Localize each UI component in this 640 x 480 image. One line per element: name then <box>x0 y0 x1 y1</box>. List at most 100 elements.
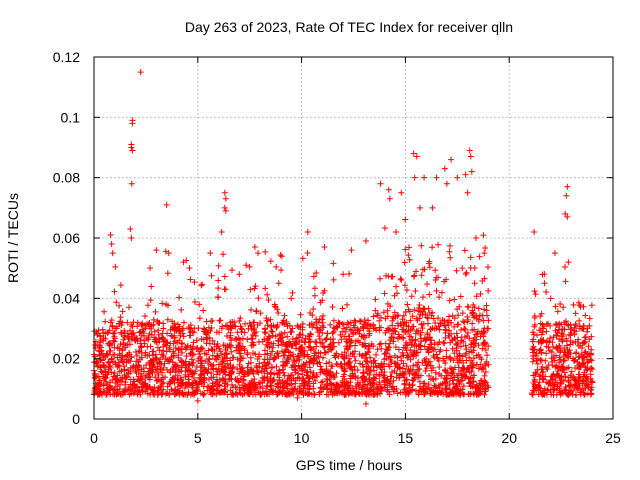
data-point <box>198 367 205 374</box>
data-point <box>530 346 537 353</box>
data-point <box>234 329 241 336</box>
data-point <box>471 326 478 333</box>
data-point <box>153 377 160 384</box>
data-point <box>107 231 114 238</box>
data-point <box>394 335 401 342</box>
data-point <box>543 321 550 328</box>
data-point <box>404 354 411 361</box>
data-point <box>221 273 228 280</box>
data-point <box>161 337 168 344</box>
data-point <box>350 329 357 336</box>
data-point <box>95 379 102 386</box>
data-point <box>224 323 231 330</box>
data-point <box>578 325 585 332</box>
data-point <box>382 315 389 322</box>
data-point <box>289 325 296 332</box>
data-point <box>358 386 365 393</box>
data-point <box>381 356 388 363</box>
data-point <box>582 363 589 370</box>
data-point <box>213 371 220 378</box>
data-point <box>189 379 196 386</box>
data-point <box>385 344 392 351</box>
data-point <box>377 363 384 370</box>
data-point <box>581 334 588 341</box>
data-point <box>374 346 381 353</box>
data-point <box>113 375 120 382</box>
data-point <box>454 174 461 181</box>
data-point <box>391 292 398 299</box>
data-point <box>114 354 121 361</box>
data-point <box>311 285 318 292</box>
data-point <box>215 262 222 269</box>
data-point <box>426 258 433 265</box>
data-point <box>262 330 269 337</box>
data-point <box>153 336 160 343</box>
data-point <box>462 342 469 349</box>
data-point <box>386 195 393 202</box>
data-point <box>467 344 474 351</box>
data-point <box>438 289 445 296</box>
data-point <box>417 372 424 379</box>
data-point <box>384 300 391 307</box>
data-point <box>264 343 271 350</box>
data-point <box>113 299 120 306</box>
data-point <box>572 321 579 328</box>
data-point <box>289 342 296 349</box>
data-point <box>563 335 570 342</box>
data-point <box>171 361 178 368</box>
data-point <box>426 334 433 341</box>
data-point <box>436 363 443 370</box>
data-point <box>471 265 478 272</box>
data-point <box>126 336 133 343</box>
data-point <box>245 388 252 395</box>
data-point <box>110 351 117 358</box>
data-point <box>463 369 470 376</box>
data-point <box>209 380 216 387</box>
y-tick-label: 0 <box>72 411 80 427</box>
data-point <box>185 389 192 396</box>
data-point <box>323 391 330 398</box>
data-point <box>108 341 115 348</box>
data-point <box>583 367 590 374</box>
data-point <box>257 380 264 387</box>
data-point <box>434 354 441 361</box>
data-point <box>215 277 222 284</box>
data-point <box>359 374 366 381</box>
grid-lines <box>94 57 613 419</box>
data-point <box>273 350 280 357</box>
data-point <box>584 390 591 397</box>
data-point <box>364 365 371 372</box>
data-point <box>157 367 164 374</box>
data-point <box>170 348 177 355</box>
data-point <box>322 336 329 343</box>
data-point <box>366 376 373 383</box>
data-point <box>101 353 108 360</box>
data-point <box>541 271 548 278</box>
data-point <box>402 309 409 316</box>
data-point <box>365 321 372 328</box>
data-point <box>339 321 346 328</box>
data-point <box>531 228 538 235</box>
data-point <box>235 341 242 348</box>
data-point <box>480 232 487 239</box>
data-point <box>386 353 393 360</box>
data-point <box>280 387 287 394</box>
data-point <box>112 263 119 270</box>
data-point <box>354 366 361 373</box>
data-point <box>319 340 326 347</box>
data-point <box>334 361 341 368</box>
chart-title: Day 263 of 2023, Rate Of TEC Index for r… <box>185 19 513 35</box>
data-point <box>390 315 397 322</box>
data-point <box>144 383 151 390</box>
data-point <box>372 360 379 367</box>
data-point <box>95 390 102 397</box>
data-point <box>558 363 565 370</box>
data-point <box>263 365 270 372</box>
data-point <box>205 360 212 367</box>
data-point <box>564 183 571 190</box>
data-point <box>304 228 311 235</box>
data-point <box>278 253 285 260</box>
data-point <box>301 385 308 392</box>
data-point <box>422 311 429 318</box>
data-point <box>485 343 492 350</box>
